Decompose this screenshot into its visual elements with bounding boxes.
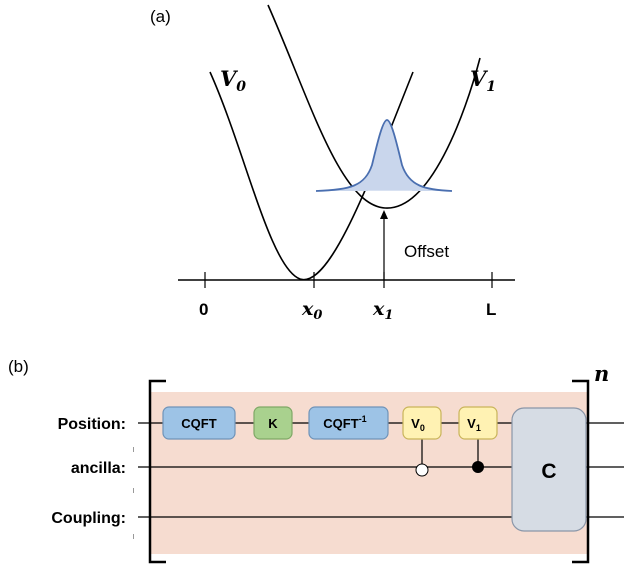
left-bracket — [148, 379, 166, 564]
tick-label-x0: x0 — [301, 298, 322, 323]
v0-curve-label: V0 — [220, 66, 246, 95]
cqft-inverse-gate-label: CQFT-1 — [323, 414, 366, 431]
panel-a-label: (a) — [150, 7, 171, 26]
v0-gate — [402, 406, 442, 440]
offset-arrow-head — [380, 210, 388, 219]
repeat-label: n — [594, 361, 609, 386]
v1-gate-label: V1 — [467, 416, 481, 433]
v0-open-control — [415, 463, 429, 477]
v1-curve-label: V1 — [470, 66, 496, 95]
cqft-inverse-gate — [308, 406, 389, 440]
wavepacket-curve — [315, 119, 453, 192]
cqft-gate — [162, 406, 236, 440]
cqft-gate-label: CQFT — [181, 416, 216, 431]
v1-filled-control — [472, 461, 484, 473]
c-gate — [511, 407, 587, 532]
wire-label-ancilla: ancilla: — [71, 460, 126, 477]
panel-b-label: (b) — [8, 357, 29, 376]
wire-label-position: Position: — [58, 416, 126, 433]
tick-label-zero: 0 — [199, 300, 208, 319]
tick-label-x1: x1 — [372, 298, 393, 323]
k-gate-label: K — [268, 416, 278, 431]
tick-label-L: L — [486, 300, 496, 319]
v0-gate-label: V0 — [411, 416, 425, 433]
v1-curve — [267, 4, 481, 209]
wavepacket-fill — [316, 120, 452, 191]
offset-label: Offset — [404, 242, 449, 261]
wire-label-coupling: Coupling: — [51, 510, 126, 527]
right-bracket — [572, 379, 590, 564]
wire-ellipsis-marks — [133, 447, 134, 539]
v1-gate — [458, 406, 498, 440]
c-gate-label: C — [541, 460, 556, 483]
k-gate — [253, 406, 293, 440]
